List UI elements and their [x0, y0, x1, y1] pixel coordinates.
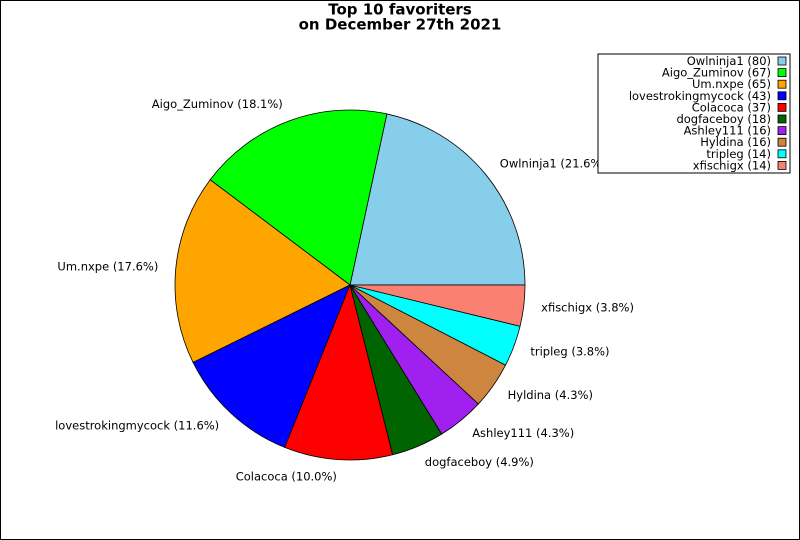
- legend-swatch: [777, 137, 787, 147]
- slice-label: lovestrokingmycock (11.6%): [55, 419, 219, 433]
- legend-label: dogfaceboy (18): [676, 112, 771, 126]
- chart-subtitle: on December 27th 2021: [299, 16, 502, 34]
- legend-label: tripleg (14): [706, 147, 771, 161]
- slice-label: xfischigx (3.8%): [541, 300, 634, 314]
- legend-swatch: [777, 103, 787, 112]
- slice-label: Ashley111 (4.3%): [472, 426, 574, 440]
- legend-label: lovestrokingmycock (43): [629, 89, 771, 103]
- legend-label: Ashley111 (16): [684, 124, 771, 138]
- chart-title: Top 10 favoriters: [328, 1, 472, 19]
- legend-swatch: [777, 149, 787, 159]
- slice-label: Aigo_Zuminov (18.1%): [152, 97, 283, 111]
- legend-label: Colacoca (37): [692, 100, 771, 114]
- legend-swatch: [777, 91, 787, 101]
- pie-slice: [174, 179, 351, 363]
- legend-swatch: [777, 126, 787, 135]
- slice-label: Um.nxpe (17.6%): [57, 260, 158, 274]
- pie-slice: [349, 113, 526, 286]
- legend-swatch: [777, 114, 787, 124]
- pie-slice: [284, 283, 394, 461]
- slice-label: Owlninja1 (21.6%): [500, 157, 606, 171]
- legend-label: Owlninja1 (80): [687, 54, 771, 68]
- slice-label: Hyldina (4.3%): [508, 388, 593, 402]
- legend-swatch: [777, 79, 787, 89]
- legend-box: [597, 53, 791, 174]
- legend-swatch: [777, 68, 787, 77]
- legend-swatch: [777, 160, 787, 170]
- pie-slice: [209, 109, 388, 286]
- slice-label: dogfaceboy (4.9%): [425, 455, 534, 469]
- legend-label: Hyldina (16): [700, 135, 771, 149]
- pie-slice: [192, 284, 351, 448]
- pie-slice: [349, 284, 526, 327]
- legend-swatch: [777, 56, 787, 66]
- legend-label: Um.nxpe (65): [692, 77, 771, 91]
- legend-label: Aigo_Zuminov (67): [662, 66, 771, 80]
- legend-label: xfischigx (14): [693, 158, 771, 172]
- slice-label: Colacoca (10.0%): [236, 470, 337, 484]
- slice-label: tripleg (3.8%): [530, 345, 609, 359]
